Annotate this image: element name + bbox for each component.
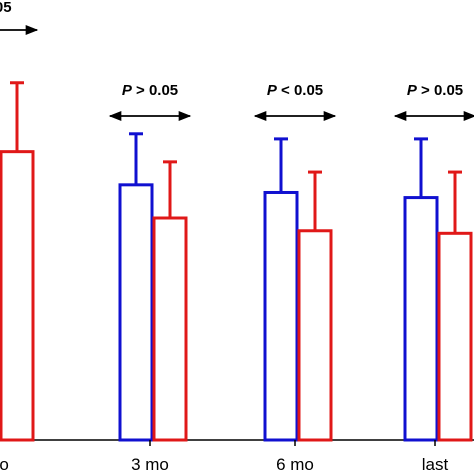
bar [118,183,154,442]
p-value-label: P > 0.05 [407,82,463,99]
p-value-label: 0.05 [0,0,12,16]
bar [0,150,35,442]
x-tick-label: mo [0,455,9,474]
x-tick-label: last [422,455,449,474]
bar [437,231,473,442]
bar [263,190,299,442]
x-tick-label: 6 mo [276,455,314,474]
p-value-label: P < 0.05 [267,82,323,99]
bar [297,229,333,442]
x-tick-label: 3 mo [131,455,169,474]
p-value-label: P > 0.05 [122,82,178,99]
bar [152,216,188,442]
bar [403,196,439,442]
